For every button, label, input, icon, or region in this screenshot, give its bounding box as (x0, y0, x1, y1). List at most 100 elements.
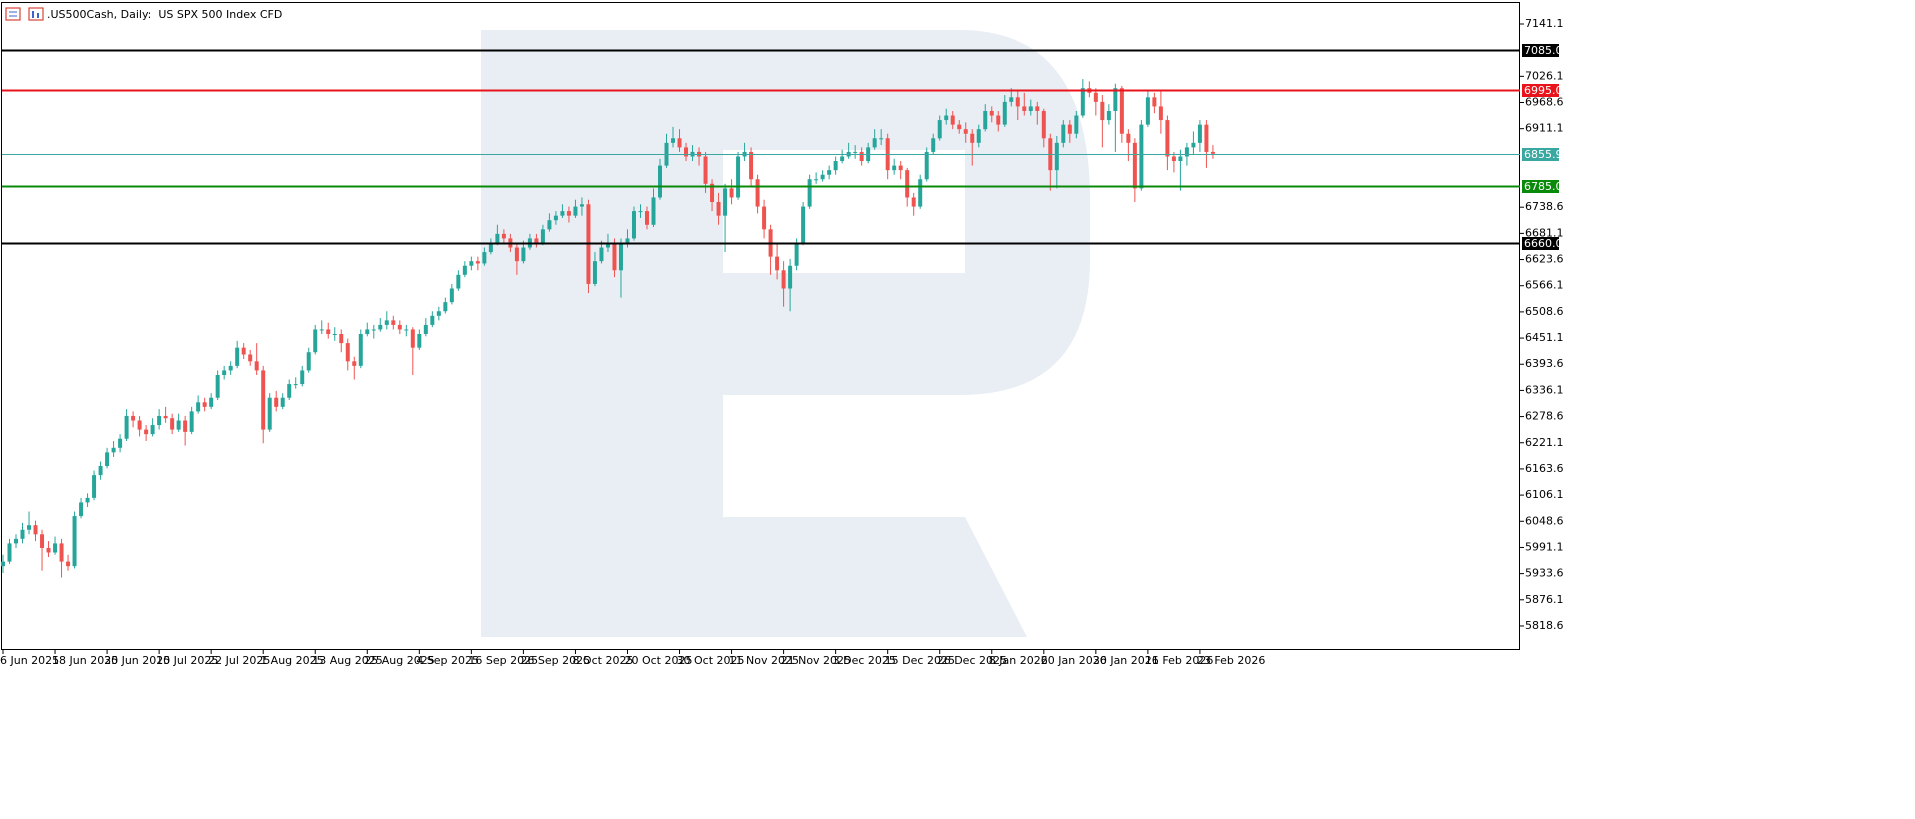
candle-body (1054, 142, 1059, 171)
icon-chart[interactable] (28, 7, 44, 21)
candle-body (937, 120, 942, 139)
candle-body (111, 447, 116, 453)
candle-body (872, 138, 877, 148)
y-tick-label: 6048.6 (1525, 514, 1564, 527)
candle-body (820, 174, 825, 180)
candle-body (534, 238, 539, 243)
candle-body (482, 252, 487, 264)
candle-body (163, 415, 168, 419)
candle-body (651, 197, 656, 225)
x-tick-label: 8 Oct 2025 (572, 654, 633, 667)
candle-body (879, 138, 884, 140)
candle-body (371, 329, 376, 331)
candle-body (833, 161, 838, 171)
level-label: 6785.0 (1524, 180, 1563, 193)
candle-body (1152, 97, 1157, 107)
candle-body (170, 418, 175, 430)
candle-body (20, 529, 25, 539)
candle-body (684, 147, 689, 157)
x-tick-label: 3 Dec 2025 (833, 654, 896, 667)
level-label-box (1522, 180, 1559, 193)
candle-body (989, 110, 994, 116)
candle-body (410, 329, 415, 348)
candle-body (430, 315, 435, 325)
x-tick-label: 21 Nov 2025 (781, 654, 851, 667)
level-label-box (1522, 148, 1559, 161)
y-tick-label: 6106.1 (1525, 488, 1564, 501)
candle-body (98, 466, 103, 476)
candle-body (339, 334, 344, 344)
candle-body (1158, 106, 1163, 121)
candle-body (749, 151, 754, 180)
candle-body (436, 311, 441, 316)
candle-body (378, 324, 383, 330)
candle-body (1113, 88, 1118, 111)
y-tick-label: 6163.6 (1525, 462, 1564, 475)
candle-body (638, 211, 643, 213)
candle-body (736, 156, 741, 198)
candle-body (827, 170, 832, 175)
candle-body (1028, 106, 1033, 111)
candle-body (957, 124, 962, 130)
y-tick-label: 7141.1 (1525, 17, 1564, 30)
candle-body (1067, 124, 1072, 134)
icon-list[interactable] (5, 7, 21, 21)
watermark-logo (723, 517, 1027, 637)
candle-body (397, 324, 402, 330)
candle-body (1093, 92, 1098, 102)
x-tick-label: 8 Jan 2026 (989, 654, 1048, 667)
candle-body (625, 238, 630, 243)
candle-body (579, 204, 584, 207)
candle-body (1074, 115, 1079, 134)
candle-body (1002, 101, 1007, 125)
candle-body (475, 261, 480, 264)
level-label-box (1522, 237, 1559, 250)
candle-body (1165, 120, 1170, 157)
y-tick-label: 6566.1 (1525, 279, 1564, 292)
candle-body (755, 179, 760, 207)
candle-body (118, 438, 123, 448)
candle-body (92, 475, 97, 498)
candle-body (605, 242, 610, 248)
candle-body (924, 151, 929, 180)
candle-body (228, 365, 233, 371)
candle-body (1178, 156, 1183, 162)
candle-body (137, 420, 142, 430)
y-tick-label: 6451.1 (1525, 331, 1564, 344)
candle-body (788, 265, 793, 289)
x-tick-label: 20 Jan 2026 (1041, 654, 1107, 667)
candle-body (235, 347, 240, 366)
candle-body (514, 247, 519, 262)
candle-body (801, 206, 806, 243)
candle-body (560, 211, 565, 216)
x-tick-label: 30 Jun 2025 (104, 654, 170, 667)
candle-body (983, 110, 988, 130)
y-tick-label: 6393.6 (1525, 357, 1564, 370)
candle-body (131, 415, 136, 421)
level-label: 6660.0 (1524, 237, 1563, 250)
x-tick-label: 22 Jul 2025 (208, 654, 270, 667)
candle-body (729, 188, 734, 198)
y-tick-label: 6681.1 (1525, 226, 1564, 239)
candle-body (1022, 106, 1027, 111)
x-tick-label: 26 Sep 2025 (520, 654, 590, 667)
candle-body (723, 188, 728, 216)
candle-body (618, 242, 623, 271)
x-tick-label: 16 Sep 2025 (468, 654, 538, 667)
candle-body (7, 543, 12, 562)
candle-body (66, 561, 71, 567)
candle-body (592, 261, 597, 284)
candle-body (293, 384, 298, 386)
x-tick-label: 23 Feb 2026 (1197, 654, 1265, 667)
candle-body (196, 402, 201, 412)
candle-body (209, 397, 214, 407)
candle-body (905, 170, 910, 198)
candle-body (521, 247, 526, 262)
level-label-box (1522, 84, 1559, 97)
candle-body (970, 133, 975, 143)
candle-body (300, 370, 305, 385)
candle-body (306, 352, 311, 371)
y-tick-label: 5933.6 (1525, 567, 1564, 580)
y-tick-label: 5818.6 (1525, 619, 1564, 632)
